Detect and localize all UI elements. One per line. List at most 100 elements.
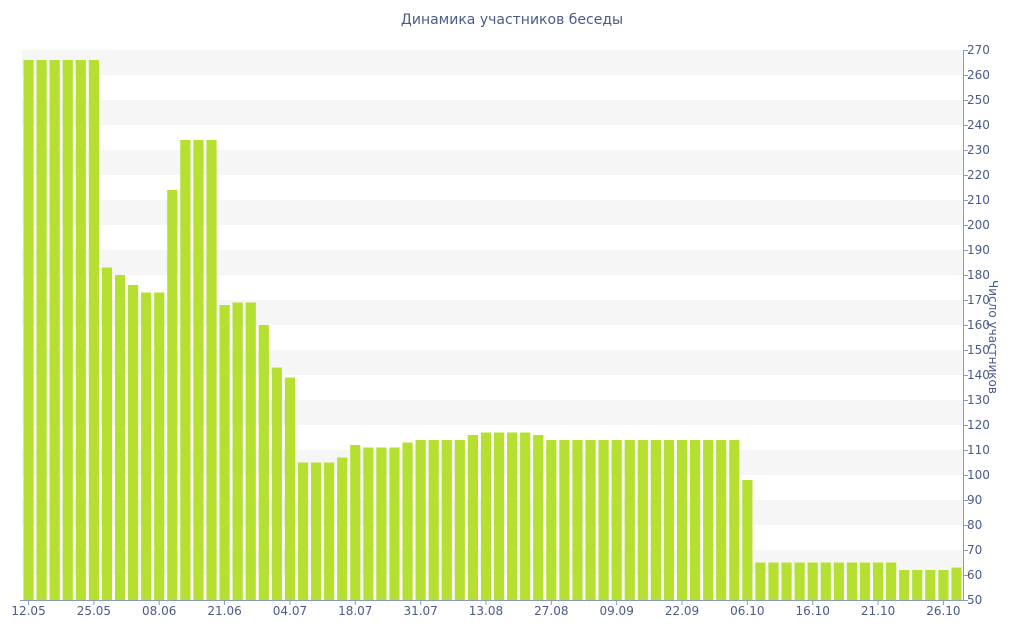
x-tick-label: 31.07 bbox=[403, 604, 437, 618]
bar bbox=[663, 440, 675, 600]
bar bbox=[520, 432, 531, 600]
bar bbox=[886, 562, 897, 600]
x-tick-label: 09.09 bbox=[599, 604, 633, 618]
bar bbox=[271, 367, 282, 600]
grid-band bbox=[22, 450, 963, 475]
bar bbox=[507, 432, 518, 600]
grid-band bbox=[22, 100, 963, 125]
y-tick-label: 130 bbox=[967, 393, 990, 407]
bar bbox=[167, 190, 178, 600]
bar bbox=[546, 440, 557, 600]
bar bbox=[454, 440, 465, 600]
bar bbox=[62, 60, 73, 600]
bar bbox=[820, 562, 831, 600]
grid-band bbox=[22, 500, 963, 525]
bar bbox=[297, 462, 309, 600]
bar bbox=[127, 285, 139, 600]
x-tick-label: 22.09 bbox=[665, 604, 699, 618]
bar bbox=[781, 562, 792, 600]
x-tick-label: 25.05 bbox=[77, 604, 111, 618]
y-tick-label: 190 bbox=[967, 243, 990, 257]
x-tick-label: 27.08 bbox=[534, 604, 568, 618]
bar bbox=[833, 562, 844, 600]
bar bbox=[350, 445, 361, 600]
x-tick-label: 12.05 bbox=[11, 604, 45, 618]
bar bbox=[951, 567, 962, 600]
grid-band bbox=[22, 50, 963, 75]
bar bbox=[689, 440, 701, 600]
bar bbox=[232, 302, 243, 600]
y-tick-label: 170 bbox=[967, 293, 990, 307]
grid-band bbox=[22, 350, 963, 375]
y-tick-label: 260 bbox=[967, 68, 990, 82]
bar bbox=[245, 302, 256, 600]
x-tick-label: 16.10 bbox=[796, 604, 830, 618]
y-tick-label: 110 bbox=[967, 443, 990, 457]
x-tick-label: 18.07 bbox=[338, 604, 372, 618]
chart-title: Динамика участников беседы bbox=[400, 12, 624, 28]
bar bbox=[716, 440, 727, 600]
bar-series bbox=[23, 60, 962, 600]
y-tick-label: 140 bbox=[967, 368, 990, 382]
x-tick-label: 08.06 bbox=[142, 604, 176, 618]
bar bbox=[650, 440, 661, 600]
bar bbox=[324, 462, 335, 600]
y-axis-ticks: 50 60 70 80 90 100 110 120 130 140 150 160 170 180 190… bbox=[963, 43, 990, 607]
bar bbox=[141, 292, 152, 600]
bar bbox=[755, 562, 766, 600]
bar bbox=[36, 60, 47, 600]
bar bbox=[376, 447, 387, 600]
bar bbox=[807, 562, 818, 600]
bar bbox=[389, 447, 400, 600]
bar bbox=[75, 60, 86, 600]
grid-band bbox=[22, 250, 963, 275]
x-axis-ticks: 12.05 25.05 08.06 21.06 04.07 18.07 31.07 13.08… bbox=[11, 600, 961, 618]
bar bbox=[193, 140, 204, 600]
bar bbox=[938, 570, 949, 600]
y-tick-label: 220 bbox=[967, 168, 990, 182]
bar bbox=[572, 440, 583, 600]
y-tick-label: 60 bbox=[967, 568, 982, 582]
y-tick-label: 80 bbox=[967, 518, 982, 532]
x-tick-label: 13.08 bbox=[469, 604, 503, 618]
grid-band bbox=[22, 200, 963, 225]
bar bbox=[559, 440, 570, 600]
bar bbox=[428, 440, 439, 600]
grid-band bbox=[22, 150, 963, 175]
grid-band bbox=[22, 550, 963, 575]
bar bbox=[310, 462, 322, 600]
bar bbox=[899, 570, 910, 600]
x-tick-label: 21.10 bbox=[861, 604, 895, 618]
bar bbox=[49, 60, 60, 600]
y-tick-label: 240 bbox=[967, 118, 990, 132]
bar bbox=[101, 267, 113, 600]
bar bbox=[703, 440, 714, 600]
bar bbox=[768, 562, 779, 600]
y-tick-label: 250 bbox=[967, 93, 990, 107]
bar bbox=[88, 60, 99, 600]
y-tick-label: 120 bbox=[967, 418, 990, 432]
y-axis-label: Число участников bbox=[986, 280, 1000, 394]
bar bbox=[925, 570, 936, 600]
y-tick-label: 50 bbox=[967, 593, 982, 607]
bar bbox=[493, 432, 505, 600]
bar bbox=[467, 435, 478, 600]
y-tick-label: 180 bbox=[967, 268, 990, 282]
bar bbox=[676, 440, 688, 600]
y-tick-label: 210 bbox=[967, 193, 990, 207]
bar bbox=[206, 140, 217, 600]
bar bbox=[533, 435, 544, 600]
bar bbox=[284, 377, 296, 600]
y-tick-label: 230 bbox=[967, 143, 990, 157]
bar bbox=[585, 440, 596, 600]
x-tick-label: 04.07 bbox=[273, 604, 307, 618]
y-tick-label: 200 bbox=[967, 218, 990, 232]
bar bbox=[441, 440, 452, 600]
bar bbox=[402, 442, 413, 600]
x-tick-label: 06.10 bbox=[730, 604, 764, 618]
bar bbox=[180, 140, 191, 600]
bar bbox=[363, 447, 374, 600]
bar bbox=[611, 440, 622, 600]
x-tick-label: 26.10 bbox=[926, 604, 960, 618]
